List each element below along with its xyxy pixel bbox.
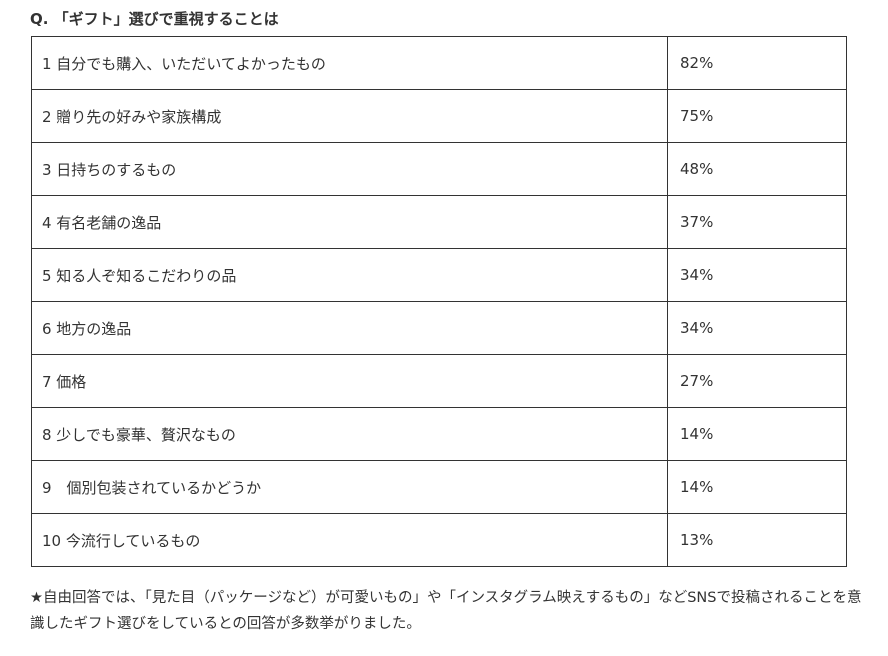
survey-results-table: 1 自分でも購入、いただいてよかったもの 82% 2 贈り先の好みや家族構成 7… xyxy=(31,36,847,567)
table-row: 1 自分でも購入、いただいてよかったもの 82% xyxy=(31,36,847,90)
item-percent: 34% xyxy=(667,248,847,302)
table-row: 9 個別包装されているかどうか 14% xyxy=(31,460,847,514)
item-label: 6 地方の逸品 xyxy=(31,301,668,355)
footnote: ★自由回答では、「見た目（パッケージなど）が可愛いもの」や「インスタグラム映えす… xyxy=(30,590,862,632)
item-label: 10 今流行しているもの xyxy=(31,513,668,567)
item-label: 3 日持ちのするもの xyxy=(31,142,668,196)
item-percent: 14% xyxy=(667,407,847,461)
item-label: 7 価格 xyxy=(31,354,668,408)
item-percent: 48% xyxy=(667,142,847,196)
table-row: 10 今流行しているもの 13% xyxy=(31,513,847,567)
table-row: 8 少しでも豪華、贅沢なもの 14% xyxy=(31,407,847,461)
table-row: 4 有名老舗の逸品 37% xyxy=(31,195,847,249)
item-label: 1 自分でも購入、いただいてよかったもの xyxy=(31,36,668,90)
item-percent: 37% xyxy=(667,195,847,249)
item-label: 5 知る人ぞ知るこだわりの品 xyxy=(31,248,668,302)
table-row: 7 価格 27% xyxy=(31,354,847,408)
table-row: 5 知る人ぞ知るこだわりの品 34% xyxy=(31,248,847,302)
item-percent: 13% xyxy=(667,513,847,567)
item-percent: 34% xyxy=(667,301,847,355)
item-label: 9 個別包装されているかどうか xyxy=(31,460,668,514)
item-percent: 14% xyxy=(667,460,847,514)
item-label: 8 少しでも豪華、贅沢なもの xyxy=(31,407,668,461)
question-heading: Q. 「ギフト」選びで重視することは xyxy=(30,10,279,28)
item-label: 2 贈り先の好みや家族構成 xyxy=(31,89,668,143)
item-percent: 75% xyxy=(667,89,847,143)
table-row: 2 贈り先の好みや家族構成 75% xyxy=(31,89,847,143)
table-row: 3 日持ちのするもの 48% xyxy=(31,142,847,196)
item-percent: 82% xyxy=(667,36,847,90)
item-label: 4 有名老舗の逸品 xyxy=(31,195,668,249)
item-percent: 27% xyxy=(667,354,847,408)
table-row: 6 地方の逸品 34% xyxy=(31,301,847,355)
